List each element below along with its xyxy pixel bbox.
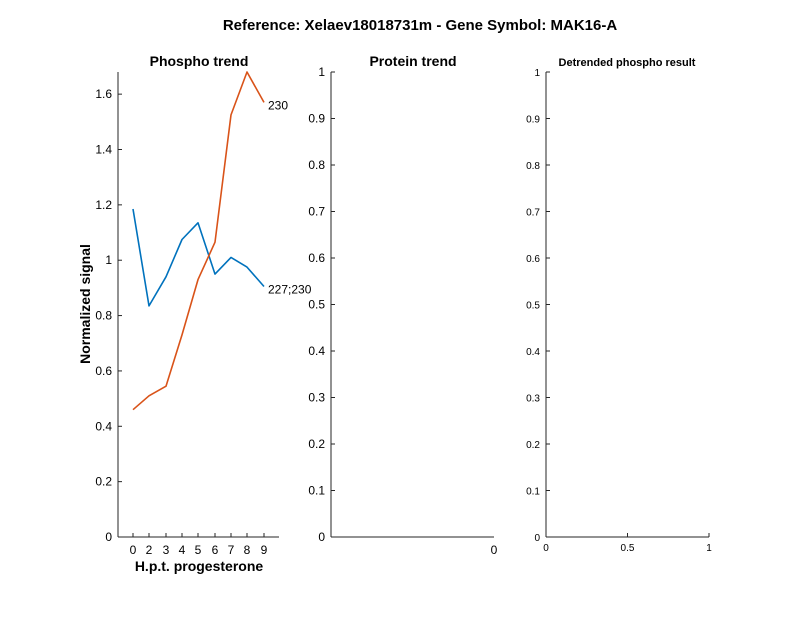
series-end-label: 227;230 xyxy=(268,283,312,297)
protein-x-tick-label: 0 xyxy=(491,543,498,557)
protein-trend-panel: Protein trend 00.10.20.30.40.50.60.70.80… xyxy=(308,53,497,557)
protein-y-tick-label: 0.5 xyxy=(308,298,325,312)
detrended-y-tick-label: 0.6 xyxy=(526,254,540,265)
series-end-label: 230 xyxy=(268,98,288,112)
detrended-y-tick-label: 0.4 xyxy=(526,347,540,358)
protein-x-ticks: 0 xyxy=(491,543,498,557)
protein-y-tick-label: 0.4 xyxy=(308,344,325,358)
protein-y-tick-label: 1 xyxy=(318,65,325,79)
protein-y-tick-label: 0.9 xyxy=(308,112,325,126)
figure-title: Reference: Xelaev18018731m - Gene Symbol… xyxy=(223,17,618,34)
series-line-orange xyxy=(132,71,265,411)
phospho-trend-title: Phospho trend xyxy=(150,53,249,69)
detrended-y-tick-label: 0.1 xyxy=(526,487,540,498)
protein-y-tick-label: 0.6 xyxy=(308,251,325,265)
protein-y-tick-label: 0 xyxy=(318,530,325,544)
phospho-x-tick-label: 4 xyxy=(179,543,186,557)
detrended-panel: Detrended phospho result 0 0.1 0.2 0.3 0.4 0.… xyxy=(526,57,712,554)
protein-y-tick-label: 0.7 xyxy=(308,205,325,219)
detrended-y-tick-label: 0.8 xyxy=(526,161,540,172)
phospho-y-tick-label: 0.6 xyxy=(95,364,112,378)
protein-y-tick-label: 0.2 xyxy=(308,437,325,451)
protein-y-tick-label: 0.3 xyxy=(308,391,325,405)
series-line-blue xyxy=(132,208,265,307)
phospho-x-tick-label: 3 xyxy=(163,543,170,557)
detrended-x-ticks: 0 0.5 1 xyxy=(543,533,712,554)
phospho-x-tick-label: 7 xyxy=(228,543,235,557)
phospho-y-axis-label: Normalized signal xyxy=(77,244,93,364)
detrended-y-tick-label: 1 xyxy=(534,68,540,79)
detrended-x-tick-label: 1 xyxy=(706,543,712,554)
phospho-x-tick-label: 8 xyxy=(244,543,251,557)
phospho-x-tick-label: 2 xyxy=(146,543,153,557)
phospho-series: 227;230 230 xyxy=(132,71,312,411)
protein-trend-title: Protein trend xyxy=(369,53,456,69)
phospho-y-tick-label: 1.2 xyxy=(95,198,112,212)
detrended-y-tick-label: 0.5 xyxy=(526,301,540,312)
phospho-y-tick-label: 0.4 xyxy=(95,419,112,433)
detrended-y-tick-label: 0.7 xyxy=(526,208,540,219)
phospho-x-tick-label: 0 xyxy=(130,543,137,557)
phospho-y-tick-label: 0.2 xyxy=(95,475,112,489)
phospho-y-tick-label: 0.8 xyxy=(95,309,112,323)
detrended-title: Detrended phospho result xyxy=(559,57,696,69)
protein-y-tick-label: 0.8 xyxy=(308,158,325,172)
detrended-y-tick-label: 0.3 xyxy=(526,394,540,405)
protein-y-tick-label: 0.1 xyxy=(308,484,325,498)
phospho-x-axis-label: H.p.t. progesterone xyxy=(135,558,264,574)
detrended-x-tick-label: 0.5 xyxy=(621,543,635,554)
phospho-y-tick-label: 1 xyxy=(105,253,112,267)
detrended-y-tick-label: 0 xyxy=(534,533,540,544)
phospho-x-tick-label: 6 xyxy=(212,543,219,557)
phospho-y-tick-label: 1.6 xyxy=(95,87,112,101)
protein-y-ticks: 0 0.1 0.2 0.3 0.4 0.5 0.6 0.7 0.8 0.9 1 xyxy=(308,65,335,544)
detrended-y-ticks: 0 0.1 0.2 0.3 0.4 0.5 0.6 0.7 0.8 0.9 1 xyxy=(526,68,550,544)
detrended-x-tick-label: 0 xyxy=(543,543,549,554)
phospho-y-tick-label: 1.4 xyxy=(95,143,112,157)
detrended-y-tick-label: 0.9 xyxy=(526,115,540,126)
phospho-x-tick-label: 5 xyxy=(195,543,202,557)
phospho-y-ticks: 0 0.2 0.4 0.6 0.8 1 1.2 1.4 1.6 xyxy=(95,87,122,544)
phospho-y-tick-label: 0 xyxy=(105,530,112,544)
phospho-x-tick-label: 9 xyxy=(261,543,268,557)
detrended-y-tick-label: 0.2 xyxy=(526,440,540,451)
